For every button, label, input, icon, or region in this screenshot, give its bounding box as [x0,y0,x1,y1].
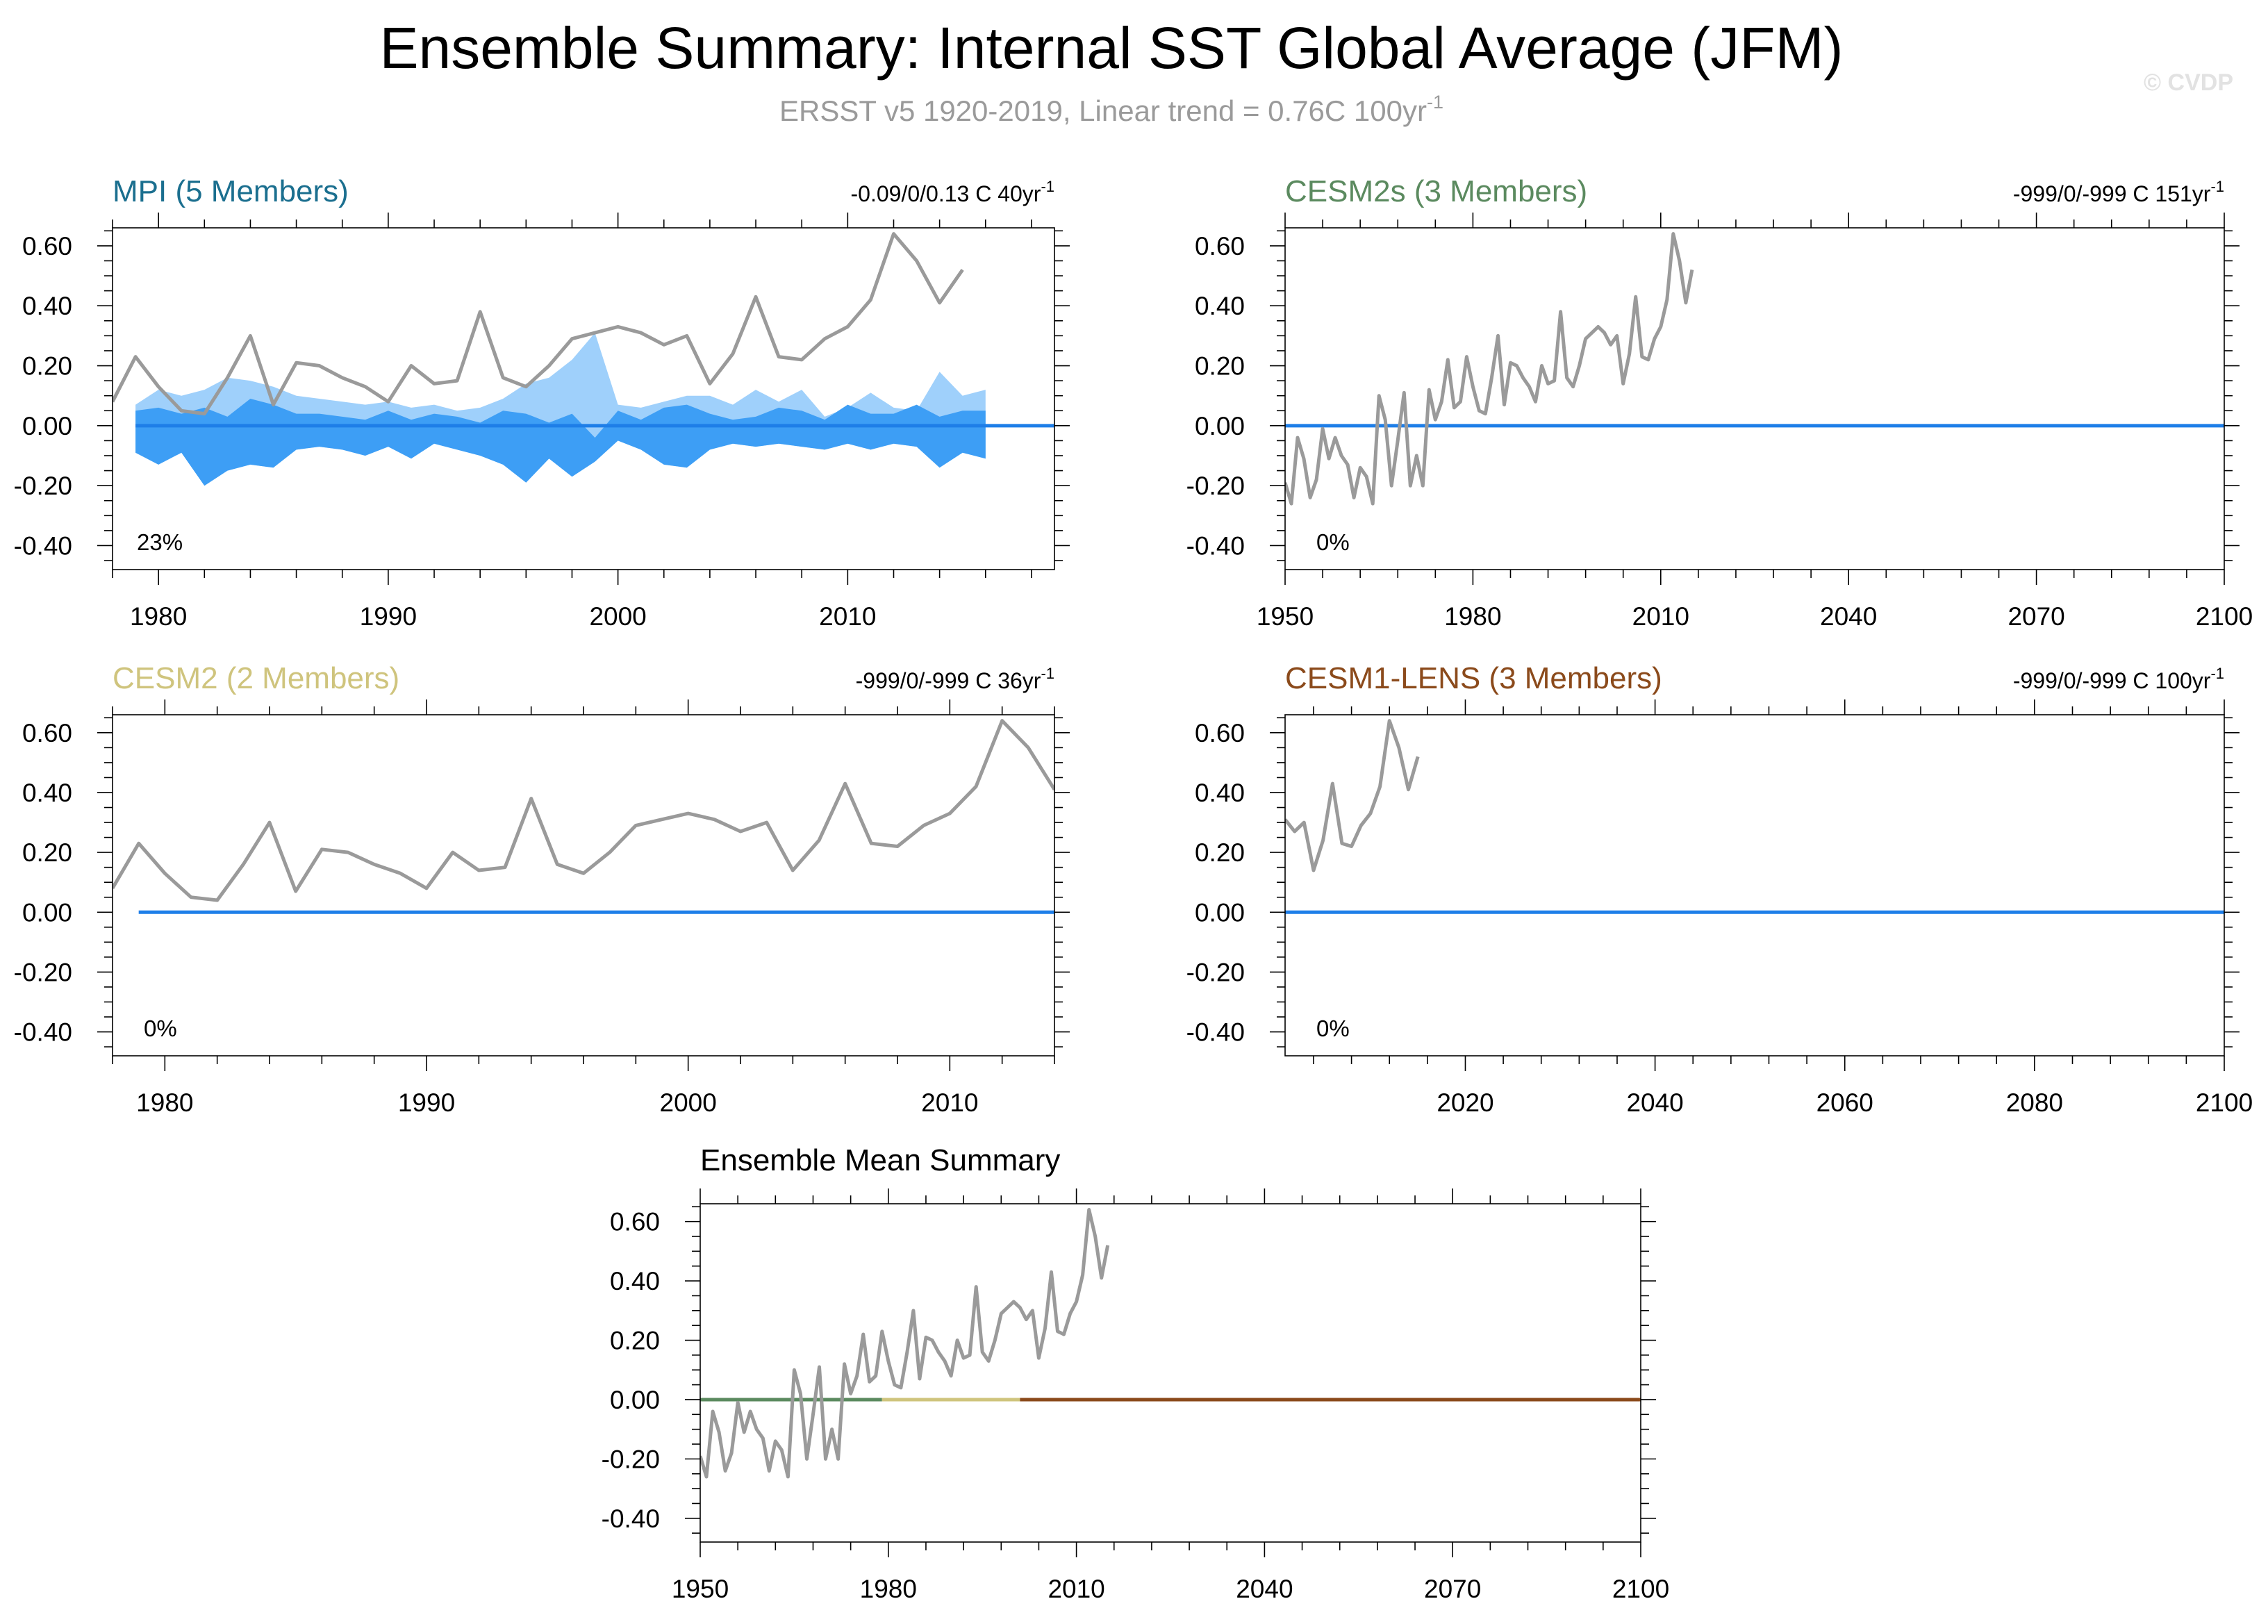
y-tick-label: 0.60 [610,1208,660,1236]
panel-trend-note-sup: -1 [2210,178,2224,195]
y-tick-label: 0.00 [22,898,72,927]
y-tick-label: 0.40 [22,779,72,807]
panel-trend-note-text: -999/0/-999 C 36yr [856,668,1041,693]
percent-label: 0% [1316,529,1350,555]
x-tick-label: 2000 [660,1088,717,1117]
x-tick-label: 2000 [589,602,646,631]
panel-trend-note-sup: -1 [1041,665,1054,682]
x-tick-label: 2100 [1612,1575,1669,1603]
y-tick-label: 0.40 [22,292,72,320]
panel-title: Ensemble Mean Summary [700,1143,1060,1177]
y-tick-label: -0.20 [14,472,72,500]
y-tick-label: -0.20 [14,958,72,986]
y-tick-label: 0.60 [22,719,72,747]
y-tick-label: 0.40 [1195,292,1245,320]
panel-mpi: -0.40 -0.20 0.00 0.20 0.40 0.60 1980 1990 2000 20… [14,174,1070,631]
panel-trend-note: -999/0/-999 C 100yr-1 [2013,665,2224,693]
y-tick-label: 0.60 [1195,232,1245,260]
panel-title: CESM1-LENS (3 Members) [1285,661,1662,695]
x-tick-label: 2010 [1048,1575,1104,1603]
observed-series-line [1285,719,1420,872]
y-tick-label: 0.40 [1195,779,1245,807]
y-tick-label: -0.40 [1186,531,1245,560]
figure-subtitle-sup: -1 [1427,92,1443,113]
x-tick-label: 2010 [1632,602,1689,631]
x-tick-label: 2070 [2008,602,2064,631]
y-tick-label: 0.00 [610,1386,660,1414]
panel-trend-note-text: -999/0/-999 C 151yr [2013,181,2211,206]
x-tick-label: 2080 [2006,1088,2063,1117]
y-tick-label: -0.40 [14,531,72,560]
y-tick-label: 0.20 [22,838,72,867]
y-tick-label: 0.60 [1195,719,1245,747]
observed-series-line [113,232,964,416]
x-tick-label: 1980 [136,1088,193,1117]
y-tick-label: 0.00 [1195,412,1245,440]
y-tick-label: 0.60 [22,232,72,260]
x-tick-label: 1980 [130,602,187,631]
y-tick-label: 0.20 [22,352,72,381]
panel-trend-note-text: -0.09/0/0.13 C 40yr [851,181,1041,206]
spread-inner-band [135,399,986,486]
x-tick-label: 2040 [1820,602,1877,631]
panel-trend-note-sup: -1 [1041,178,1054,195]
panel-trend-note: -999/0/-999 C 36yr-1 [856,665,1054,693]
y-tick-label: -0.40 [14,1018,72,1047]
panel-title: CESM2 (2 Members) [113,661,399,695]
y-tick-label: 0.40 [610,1267,660,1295]
figure-title: Ensemble Summary: Internal SST Global Av… [379,15,1843,81]
panel-trend-note-text: -999/0/-999 C 100yr [2013,668,2211,693]
y-tick-label: 0.00 [22,412,72,440]
figure-subtitle-text: ERSST v5 1920-2019, Linear trend = 0.76C… [779,94,1427,127]
panel-cesm1: -0.40 -0.20 0.00 0.20 0.40 0.60 2020 2040 2060 20… [1186,661,2253,1117]
watermark: © CVDP [2144,69,2233,96]
y-tick-label: 0.20 [1195,838,1245,867]
observed-series-line [700,1208,1110,1479]
y-tick-label: -0.20 [1186,958,1245,986]
panel-trend-note-sup: -1 [2210,665,2224,682]
x-tick-label: 2070 [1424,1575,1481,1603]
x-tick-label: 1980 [1444,602,1501,631]
x-tick-label: 1990 [398,1088,455,1117]
x-tick-label: 2020 [1437,1088,1493,1117]
x-tick-label: 1950 [1257,602,1314,631]
figure-subtitle: ERSST v5 1920-2019, Linear trend = 0.76C… [779,92,1443,127]
x-tick-label: 2060 [1816,1088,1873,1117]
y-tick-label: -0.20 [602,1445,660,1473]
x-tick-label: 2100 [2196,1088,2253,1117]
panel-ensmean: -0.40 -0.20 0.00 0.20 0.40 0.60 1950 1980 2010 20… [602,1143,1670,1603]
y-tick-label: 0.20 [610,1327,660,1355]
plot-frame [112,714,1055,1057]
panel-title: CESM2s (3 Members) [1285,174,1587,208]
y-tick-label: -0.20 [1186,472,1245,500]
observed-series-line [1285,232,1694,506]
percent-label: 23% [137,529,183,555]
plot-frame [1284,714,2225,1057]
x-tick-label: 1980 [860,1575,917,1603]
x-tick-label: 2010 [921,1088,978,1117]
observed-series-line [113,719,1054,902]
plot-frame [700,1203,1641,1543]
plot-frame [112,227,1055,570]
panel-title: MPI (5 Members) [113,174,349,208]
x-tick-label: 2040 [1236,1575,1293,1603]
y-tick-label: -0.40 [602,1505,660,1533]
panel-trend-note: -0.09/0/0.13 C 40yr-1 [851,178,1055,206]
percent-label: 0% [144,1016,177,1041]
panel-trend-note: -999/0/-999 C 151yr-1 [2013,178,2224,206]
x-tick-label: 2040 [1626,1088,1683,1117]
x-tick-label: 2100 [2196,602,2253,631]
percent-label: 0% [1316,1016,1350,1041]
x-tick-label: 2010 [819,602,876,631]
y-tick-label: 0.20 [1195,352,1245,381]
x-tick-label: 1990 [360,602,417,631]
panel-cesm2: -0.40 -0.20 0.00 0.20 0.40 0.60 1980 1990 2000 20… [14,661,1070,1117]
x-tick-label: 1950 [672,1575,729,1603]
y-tick-label: 0.00 [1195,898,1245,927]
plot-frame [1284,227,2225,570]
panel-cesm2s: -0.40 -0.20 0.00 0.20 0.40 0.60 1950 1980 2010 20… [1186,174,2253,631]
y-tick-label: -0.40 [1186,1018,1245,1047]
